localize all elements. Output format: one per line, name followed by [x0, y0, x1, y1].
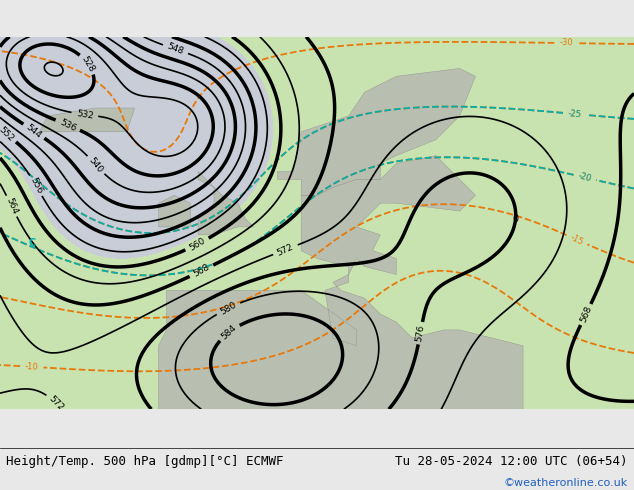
Text: 532: 532 [75, 109, 94, 121]
Text: 572: 572 [47, 394, 66, 412]
Text: -30: -30 [559, 38, 573, 48]
Text: Height/Temp. 500 hPa [gdmp][°C] ECMWF: Height/Temp. 500 hPa [gdmp][°C] ECMWF [6, 455, 284, 468]
Text: 584: 584 [219, 323, 238, 342]
Text: 556: 556 [28, 176, 44, 196]
Text: -25: -25 [567, 109, 582, 119]
Polygon shape [39, 108, 134, 132]
Text: C: C [28, 238, 36, 248]
Text: 540: 540 [87, 155, 105, 174]
Polygon shape [198, 172, 254, 235]
Text: 568: 568 [191, 263, 211, 279]
Text: 560: 560 [188, 236, 207, 252]
Text: 536: 536 [58, 117, 77, 133]
Text: -10: -10 [25, 362, 39, 372]
Text: 580: 580 [219, 300, 238, 317]
Text: 0: 0 [512, 214, 518, 224]
Text: 568: 568 [578, 305, 593, 324]
Text: -20: -20 [577, 172, 593, 184]
Text: -25: -25 [567, 109, 582, 119]
Text: ©weatheronline.co.uk: ©weatheronline.co.uk [503, 478, 628, 489]
Polygon shape [158, 195, 190, 227]
Text: 528: 528 [80, 54, 96, 74]
Polygon shape [278, 69, 476, 195]
Text: 544: 544 [25, 122, 43, 140]
Text: 572: 572 [276, 242, 295, 257]
Text: 576: 576 [415, 324, 426, 343]
Polygon shape [158, 156, 523, 409]
Text: -20: -20 [577, 172, 593, 184]
Text: 548: 548 [166, 42, 185, 56]
Text: 564: 564 [4, 196, 19, 216]
Text: 552: 552 [0, 124, 16, 143]
Text: Tu 28-05-2024 12:00 UTC (06+54): Tu 28-05-2024 12:00 UTC (06+54) [395, 455, 628, 468]
Text: -15: -15 [569, 233, 585, 247]
